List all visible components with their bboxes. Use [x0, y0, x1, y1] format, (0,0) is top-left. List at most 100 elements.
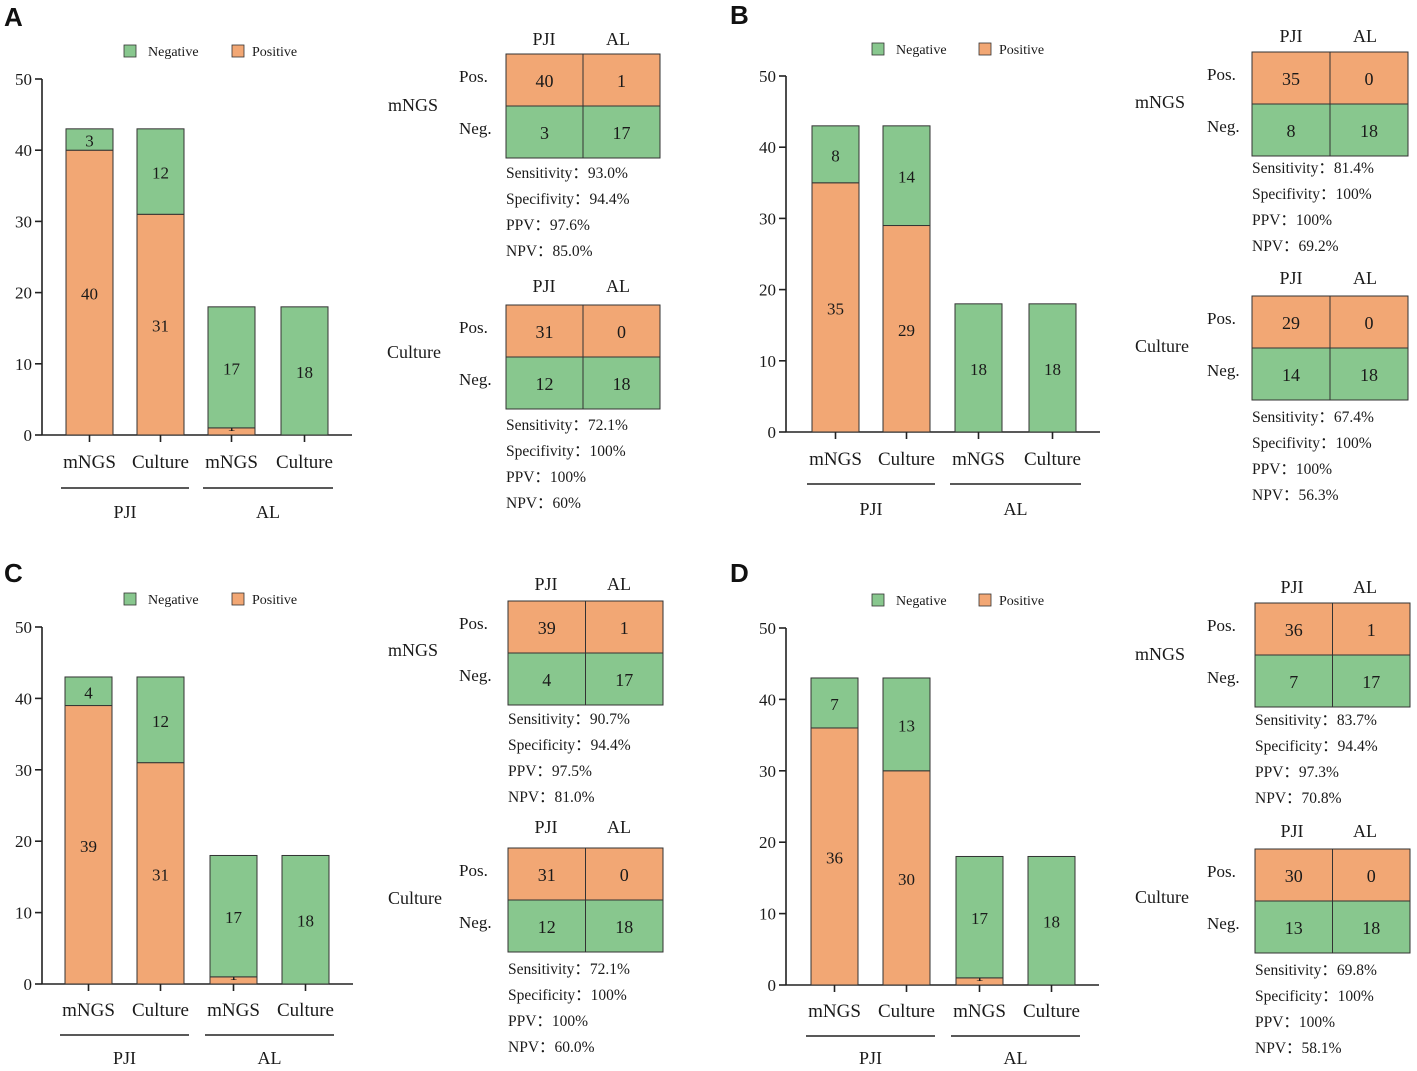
stat-line: Specifivity：100%	[1252, 186, 1372, 203]
table-culture: PJI AL Culture Pos. 31 0 Neg. 12 18 Sensitivity：7…	[388, 817, 664, 1056]
bar-label-negative: 14	[898, 168, 916, 187]
stat-line: Sensitivity：69.8%	[1255, 962, 1377, 979]
table-cell-value: 18	[1362, 918, 1380, 938]
table-cell-value: 31	[538, 865, 556, 885]
legend-label-positive: Positive	[999, 594, 1044, 609]
legend-label-negative: Negative	[148, 45, 199, 60]
table-cell-value: 31	[536, 322, 554, 342]
table-cell	[505, 105, 584, 159]
table-col-header: PJI	[1280, 577, 1303, 597]
bar-2: 117mNGS	[953, 855, 1006, 1022]
group-al: AL	[951, 1035, 1080, 1068]
table-cell	[1254, 848, 1333, 902]
table-cell-value: 0	[620, 865, 629, 885]
table-row-label: Neg.	[1207, 117, 1240, 136]
bar-label-negative: 17	[223, 359, 241, 378]
group-al: AL	[203, 487, 333, 522]
table-cell	[505, 356, 584, 410]
bar-negative	[1027, 855, 1076, 986]
bar-3: 18 Culture	[1023, 855, 1080, 1022]
stat-line: Sensitivity：93.0%	[506, 165, 628, 182]
table-cell-value: 12	[536, 374, 554, 394]
table-mngs: PJI AL mNGS Pos. 39 1 Neg. 4 17 Sensitivity：90.7%…	[388, 574, 664, 806]
legend: Negative Positive	[123, 44, 297, 60]
category-label: Culture	[276, 452, 333, 473]
stat-line: Sensitivity：67.4%	[1252, 409, 1374, 426]
table-row-label: Pos.	[1207, 862, 1236, 881]
group-al: AL	[950, 483, 1081, 519]
bar-3: 18 Culture	[277, 854, 334, 1021]
table-mngs: PJI AL mNGS Pos. 36 1 Neg. 7 17 Sensitivity：83.7%…	[1135, 577, 1411, 807]
group-label: AL	[1004, 499, 1028, 519]
bar-label-negative: 12	[152, 164, 169, 183]
y-tick-label: 10	[759, 352, 776, 371]
table-mngs: PJI AL mNGS Pos. 35 0 Neg. 8 18 Sensitivity：81.4%…	[1135, 26, 1409, 255]
y-tick-label: 30	[15, 761, 32, 780]
stat-line: PPV：100%	[508, 1013, 588, 1030]
table-cell-value: 12	[538, 917, 556, 937]
group-pji: PJI	[61, 487, 189, 522]
table-row-label: Pos.	[459, 614, 488, 633]
table-cell-value: 0	[617, 322, 626, 342]
bar-3: 18 Culture	[1024, 303, 1081, 470]
bar-negative	[136, 128, 185, 215]
table-col-header: AL	[607, 817, 631, 837]
y-tick-label: 30	[15, 212, 32, 231]
table-cell	[585, 600, 664, 654]
legend-swatch-negative	[871, 42, 885, 56]
bar-label-negative: 13	[898, 716, 915, 735]
bar-positive	[65, 149, 114, 436]
bar-0: 39 4 mNGS	[62, 676, 115, 1021]
y-tick-label: 40	[15, 689, 32, 708]
table-cell-value: 0	[1365, 313, 1374, 333]
y-tick-label: 20	[15, 832, 32, 851]
category-label: Culture	[132, 1000, 189, 1021]
bar-label-negative: 8	[831, 146, 840, 165]
bar-label-positive: 39	[80, 837, 97, 856]
bar-label-negative: 7	[830, 695, 839, 714]
table-cell-value: 30	[1285, 866, 1303, 886]
y-tick-label: 30	[759, 762, 776, 781]
y-tick-label: 50	[15, 618, 32, 637]
table-cell-value: 7	[1289, 672, 1298, 692]
table-cell	[507, 899, 586, 953]
bar-2: 117mNGS	[207, 854, 260, 1021]
bar-0: 36 7 mNGS	[808, 677, 861, 1022]
table-row-label: Neg.	[1207, 361, 1240, 380]
bar-2: 117mNGS	[205, 306, 258, 473]
table-cell	[1251, 347, 1331, 401]
table-cell	[1251, 51, 1331, 105]
bar-label-negative: 18	[297, 912, 314, 931]
bar-label-positive: 40	[81, 285, 98, 304]
table-row-label: Neg.	[459, 370, 492, 389]
group-al: AL	[205, 1034, 334, 1068]
table-cell	[507, 652, 586, 706]
table-row-label: Pos.	[459, 318, 488, 337]
table-row-label: Pos.	[1207, 65, 1236, 84]
table-name: Culture	[1135, 336, 1189, 356]
stat-line: NPV：60%	[506, 495, 581, 512]
bar-label-negative: 12	[152, 712, 169, 731]
stat-line: Sensitivity：83.7%	[1255, 712, 1377, 729]
category-label: Culture	[878, 1001, 935, 1022]
panel-letter: C	[4, 558, 23, 588]
category-label: mNGS	[809, 449, 862, 470]
bar-negative	[954, 303, 1003, 433]
table-cell	[1332, 602, 1411, 656]
bar-negative	[207, 306, 256, 429]
bar-0: 35 8 mNGS	[809, 125, 862, 470]
group-label: AL	[258, 1048, 282, 1068]
stat-line: PPV：97.3%	[1255, 764, 1339, 781]
bar-label-positive: 31	[152, 865, 169, 884]
group-pji: PJI	[807, 483, 935, 519]
stat-line: Specifivity：100%	[1252, 435, 1372, 452]
stat-line: Sensitivity：72.1%	[508, 961, 630, 978]
table-cell	[507, 600, 586, 654]
table-cell-value: 36	[1285, 620, 1303, 640]
legend-swatch-positive	[978, 593, 992, 607]
y-tick-label: 0	[24, 426, 33, 445]
table-col-header: PJI	[1279, 26, 1302, 46]
table-row-label: Pos.	[459, 861, 488, 880]
